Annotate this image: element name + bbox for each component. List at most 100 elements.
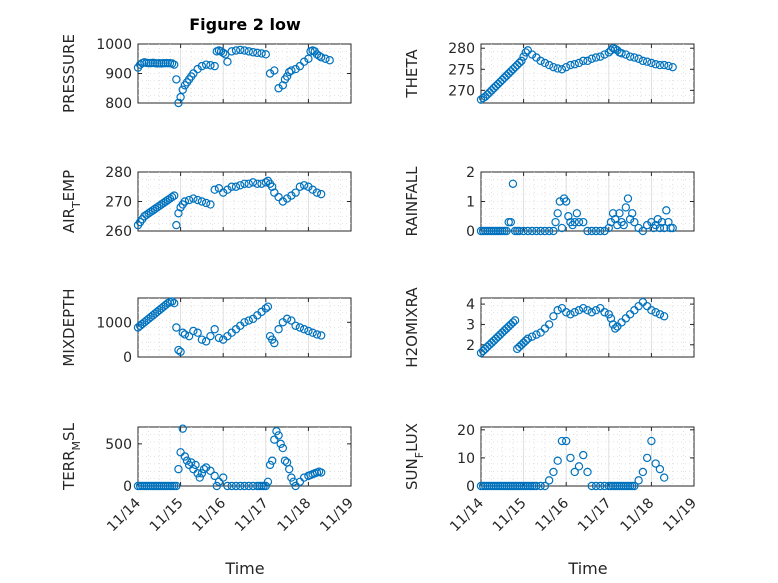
data-point [628,209,637,218]
data-point [600,481,609,491]
data-point [178,328,187,337]
y-axis-label: SUNFLUX [403,423,426,490]
data-point [587,308,596,317]
data-point [659,312,669,321]
data-point [152,203,162,212]
data-point [176,92,185,102]
data-point [170,60,179,69]
data-point [244,481,253,491]
data-point [583,467,592,477]
subplot-h2omixra: 2 3 4 H2OMIXRA [403,287,695,368]
data-point [574,217,584,227]
data-point [655,310,665,319]
y-tick-label: 20 [457,423,475,439]
data-point [167,192,177,202]
data-point [263,302,273,311]
data-point [608,209,618,218]
data-point [495,77,505,87]
data-point [664,217,673,227]
data-point [532,226,541,236]
data-point [659,60,669,70]
data-point [621,203,631,212]
data-point [276,439,285,449]
data-series [133,297,326,356]
data-point [210,61,219,71]
data-point [570,217,579,227]
data-point [610,324,620,333]
data-point [299,57,309,66]
data-point [562,436,571,446]
data-point [206,200,215,209]
data-point [630,53,639,62]
data-point [265,460,275,470]
data-point [572,209,582,218]
data-point [521,336,530,345]
x-tick-label: 11/18 [618,495,658,535]
data-point [476,95,486,104]
data-point [193,64,202,74]
data-point [481,92,490,101]
data-point [216,47,226,56]
data-point [557,65,567,74]
data-point [278,443,288,453]
data-point [161,197,170,206]
data-point [506,217,516,227]
data-point [295,477,305,486]
data-point [244,316,253,325]
data-point [240,46,249,55]
data-point [587,226,596,236]
x-tick-label: 11/19 [317,495,357,535]
data-point [174,98,183,108]
data-point [267,182,277,191]
data-point [280,456,290,465]
data-point [553,64,562,73]
data-point [197,335,207,344]
data-point [544,226,554,236]
y-axis-label-subscript: T [70,201,83,209]
data-point [551,217,560,227]
data-point [596,52,605,61]
data-point [274,431,283,440]
data-point [295,61,305,71]
x-tick-label: 11/16 [189,495,229,535]
data-point [210,185,219,194]
y-tick-label: 280 [448,41,475,57]
data-point [193,469,202,478]
data-point [619,220,628,230]
data-point [668,62,677,72]
data-point [248,481,258,491]
data-point [142,210,151,219]
data-point [195,473,204,482]
data-point [180,197,190,206]
y-tick-label: 2 [466,165,475,181]
data-point [270,338,279,348]
data-point [583,56,592,66]
data-point [617,49,626,58]
data-point [502,71,511,80]
y-tick-label: 800 [105,96,132,112]
data-point [257,49,266,58]
data-point [498,75,507,85]
data-point [562,308,571,317]
data-point [651,459,660,468]
data-point [236,481,245,491]
data-point [630,481,639,491]
data-point [566,60,575,70]
y-tick-label: 260 [105,224,132,240]
data-point [502,226,511,236]
data-point [287,66,296,75]
subplot-sun: 0 10 20 11/14 11/15 11/16 11/17 11/18 11/19 SUNFL… [403,423,700,535]
data-point [508,318,518,327]
data-point [312,50,322,59]
axes-box [480,297,695,358]
x-tick-label: 11/18 [275,495,315,535]
data-point [210,471,219,481]
subplot-air: 260 270 280 AIRTEMP [60,165,352,240]
data-point [634,223,643,233]
data-point [308,328,317,337]
figure-title: Figure 2 low [189,15,301,34]
data-point [566,310,575,319]
data-point [527,50,537,59]
data-point [549,62,558,72]
